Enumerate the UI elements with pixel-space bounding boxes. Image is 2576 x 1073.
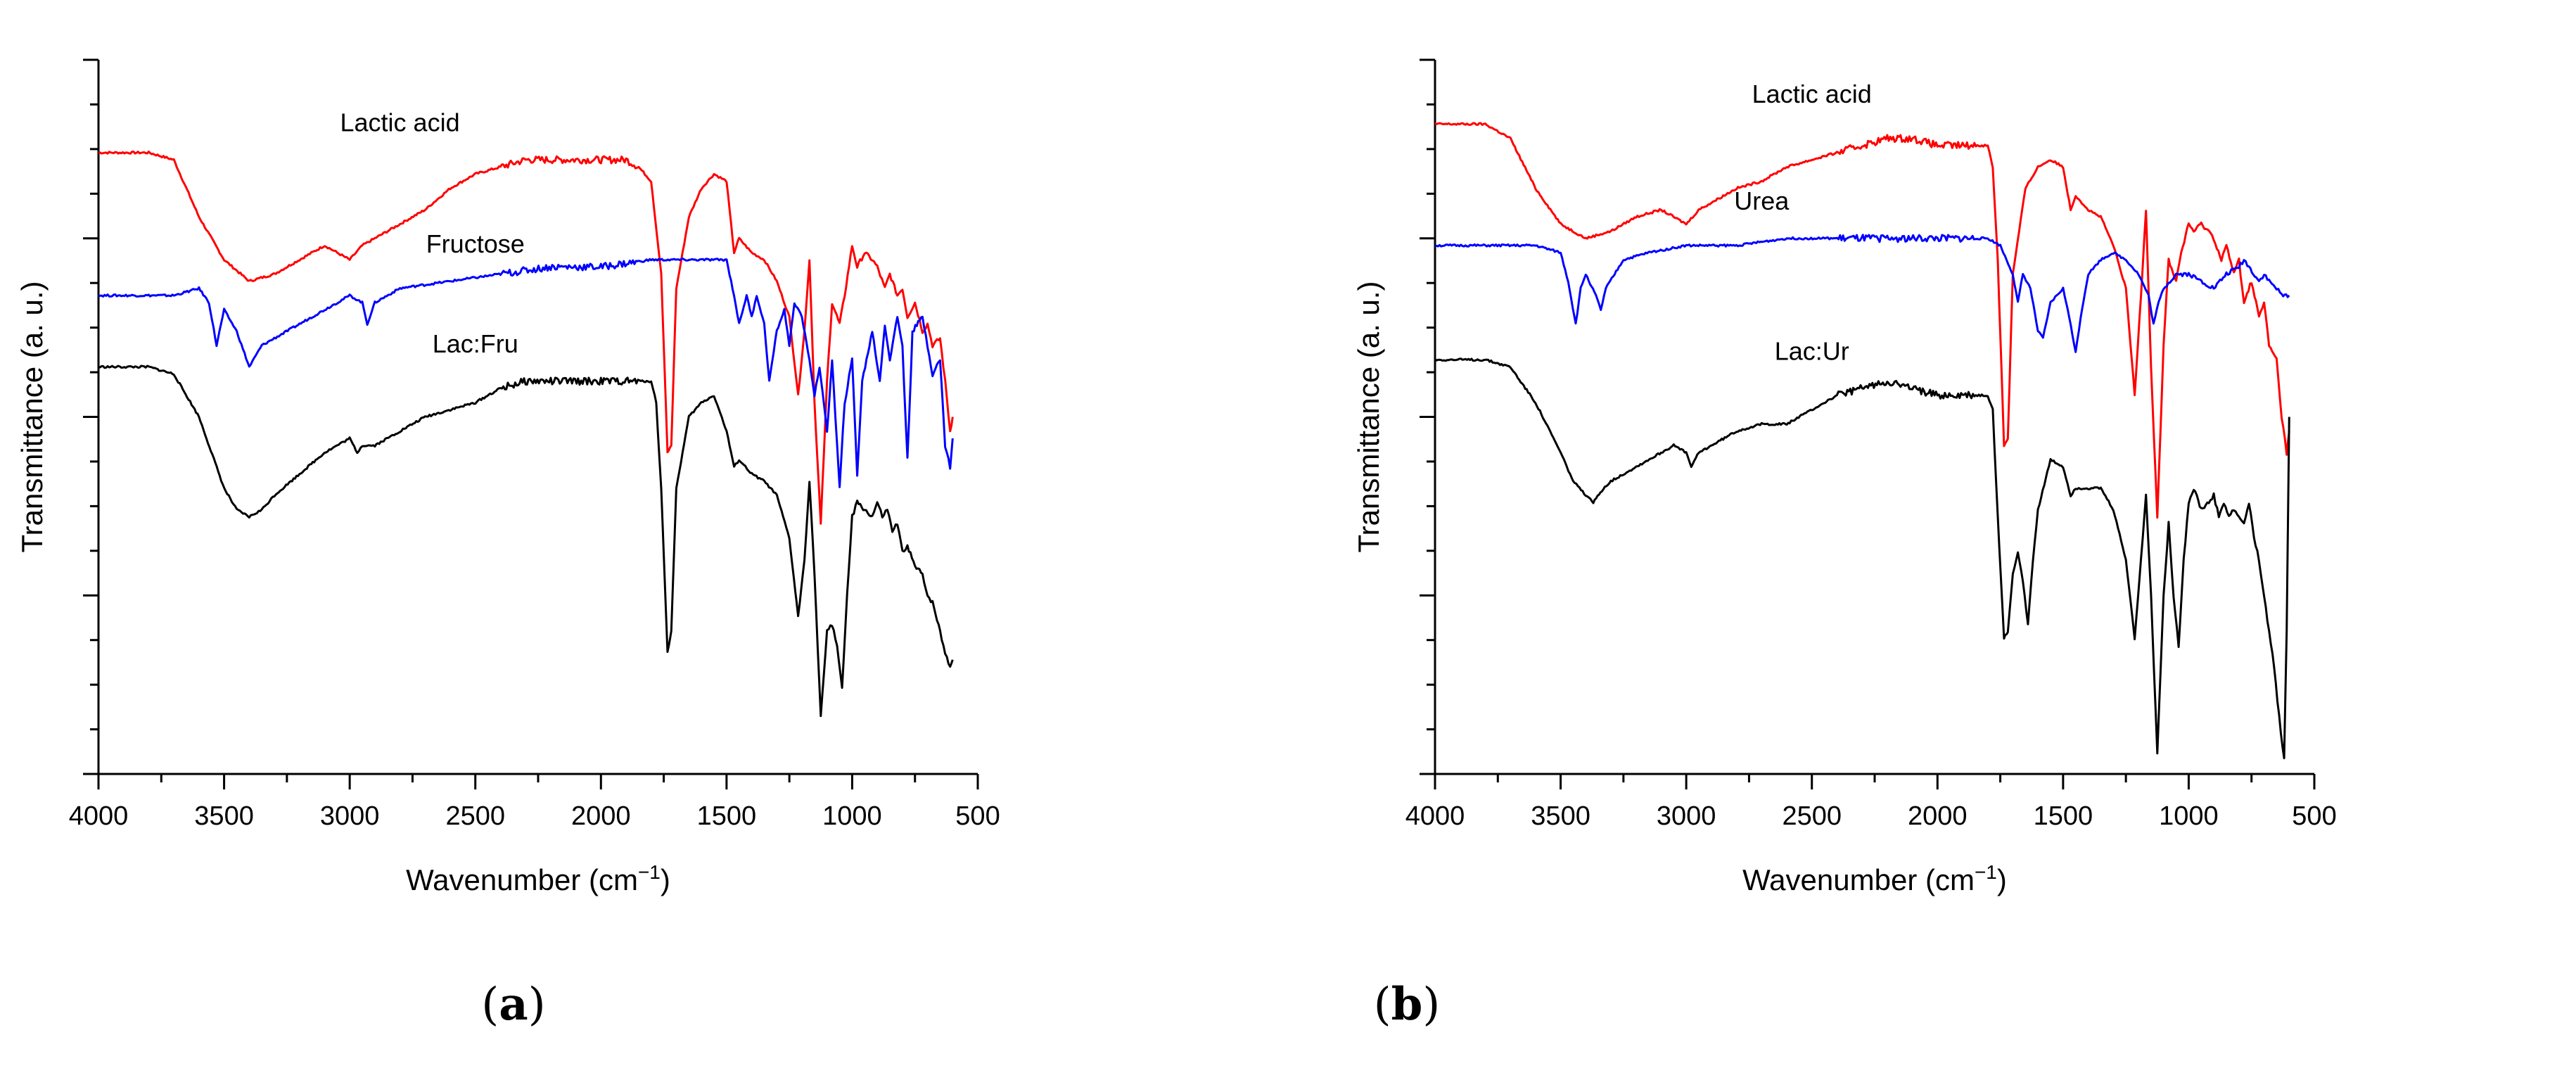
chart-b: 4000 3500 3000 2500 2000 1500 1000 500 Wavenumbe… — [1352, 58, 2337, 896]
series-line-lac-ur — [1434, 357, 2290, 760]
series-line-fructose — [98, 258, 954, 488]
series-line-lac-fru — [98, 364, 954, 718]
x-axis-title: Wavenumber (cm−1) — [406, 861, 670, 896]
x-tick-label: 500 — [2292, 801, 2336, 831]
caption-a-label: a — [499, 978, 528, 1031]
caption-b-open: ( — [1373, 979, 1391, 1031]
x-tick-label: 500 — [955, 801, 1000, 831]
series-annotation: Urea — [1734, 186, 1790, 215]
x-axis-title: Wavenumber (cm−1) — [1742, 861, 2007, 896]
x-tick-label: 3000 — [320, 801, 380, 831]
series-line-urea — [1434, 234, 2290, 353]
series-annotation: Fructose — [426, 229, 525, 258]
panel-caption-a: (a) — [443, 978, 584, 1031]
x-tick-label: 1500 — [697, 801, 757, 831]
y-axis-title: Transmittance (a. u.) — [1352, 281, 1385, 553]
series-annotation: Lactic acid — [1752, 80, 1872, 108]
x-tick-label: 1000 — [822, 801, 882, 831]
caption-b-label: b — [1391, 978, 1423, 1031]
series-annotation: Lac:Ur — [1775, 336, 1849, 365]
x-tick-label: 3000 — [1657, 801, 1716, 831]
x-tick-label: 3500 — [194, 801, 254, 831]
chart-a: 4000 3500 3000 2500 2000 1500 1000 500 Wavenumbe… — [15, 58, 1000, 896]
panel-b: 4000 3500 3000 2500 2000 1500 1000 500 Wavenumbe… — [1337, 0, 2576, 1073]
series-annotation: Lactic acid — [340, 108, 460, 137]
x-tick-label: 2500 — [1782, 801, 1842, 831]
panel-caption-b: (b) — [1337, 978, 1477, 1031]
panel-a: 4000 3500 3000 2500 2000 1500 1000 500 Wavenumbe… — [0, 0, 1266, 1073]
x-tick-label: 4000 — [69, 801, 129, 831]
x-tick-label: 2500 — [445, 801, 505, 831]
x-tick-label: 2000 — [571, 801, 631, 831]
caption-a-open: ( — [481, 979, 499, 1031]
caption-b-close: ) — [1422, 979, 1441, 1031]
x-tick-label: 2000 — [1908, 801, 1968, 831]
series-line-lactic-acid — [98, 151, 954, 525]
x-tick-label: 3500 — [1531, 801, 1590, 831]
y-axis-title: Transmittance (a. u.) — [15, 281, 49, 553]
series-line-lactic-acid — [1434, 122, 2290, 519]
series-annotation: Lac:Fru — [433, 329, 518, 358]
x-tick-label: 4000 — [1405, 801, 1465, 831]
caption-a-close: ) — [528, 979, 546, 1031]
x-tick-label: 1500 — [2034, 801, 2093, 831]
x-tick-label: 1000 — [2159, 801, 2219, 831]
